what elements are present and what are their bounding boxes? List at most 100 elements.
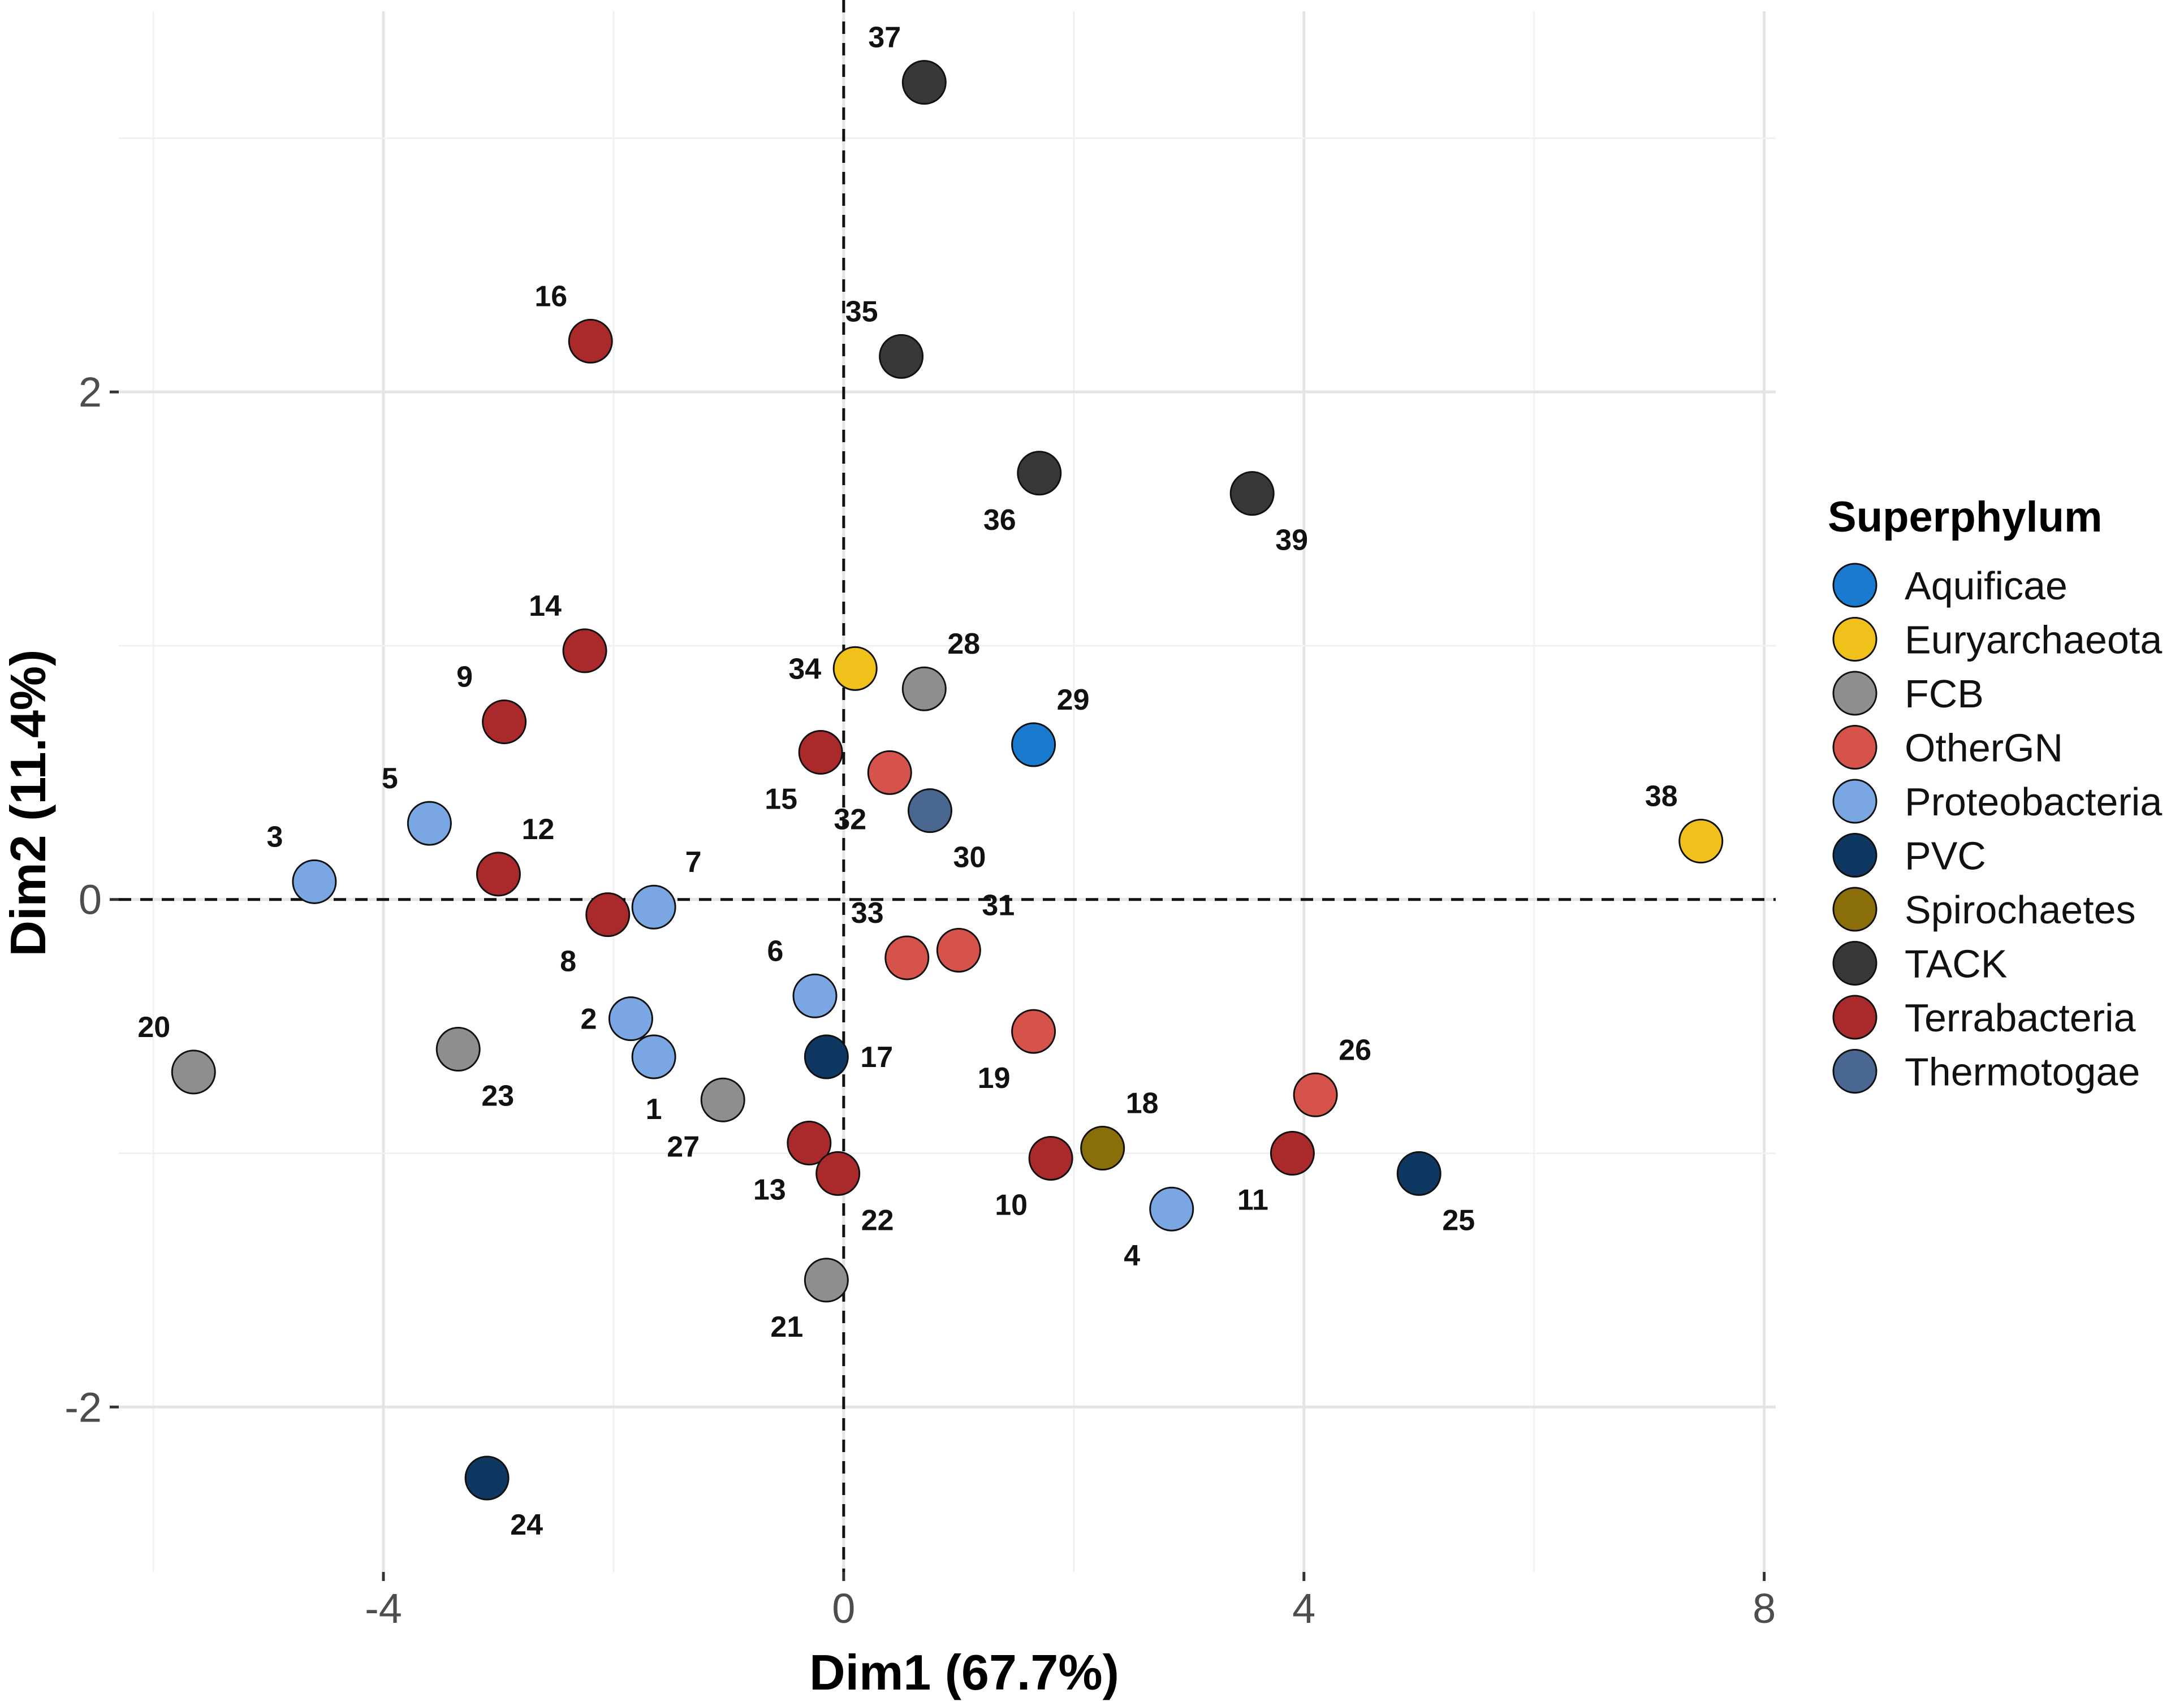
data-point-23 bbox=[435, 1027, 481, 1072]
point-label-15: 15 bbox=[765, 783, 797, 815]
legend-label-fcb: FCB bbox=[1905, 672, 1984, 716]
legend-key-thermotogae bbox=[1832, 1049, 1877, 1094]
point-label-34: 34 bbox=[788, 653, 821, 685]
x-tick-label: -4 bbox=[365, 1585, 402, 1632]
data-point-9 bbox=[482, 699, 527, 745]
point-label-5: 5 bbox=[382, 762, 398, 795]
legend-label-proteobacteria: Proteobacteria bbox=[1905, 780, 2162, 824]
point-label-21: 21 bbox=[770, 1311, 803, 1344]
legend-label-aquificae: Aquificae bbox=[1905, 564, 2068, 608]
y-tick-label: -2 bbox=[64, 1384, 102, 1431]
point-label-4: 4 bbox=[1124, 1239, 1140, 1272]
legend-label-tack: TACK bbox=[1905, 942, 2008, 986]
legend-key-pvc bbox=[1832, 833, 1877, 878]
data-point-39 bbox=[1229, 471, 1275, 516]
point-label-9: 9 bbox=[456, 661, 473, 694]
data-point-34 bbox=[832, 646, 878, 691]
legend-key-euryarchaeota bbox=[1832, 617, 1877, 662]
point-label-27: 27 bbox=[667, 1130, 700, 1163]
data-point-29 bbox=[1011, 722, 1056, 767]
data-point-12 bbox=[476, 852, 521, 897]
x-tick-label: 0 bbox=[832, 1585, 855, 1632]
point-label-17: 17 bbox=[860, 1041, 893, 1074]
data-point-32 bbox=[867, 750, 912, 795]
data-point-1 bbox=[631, 1034, 676, 1079]
point-label-10: 10 bbox=[995, 1189, 1028, 1221]
data-point-7 bbox=[631, 884, 676, 930]
reference-lines bbox=[119, 0, 1776, 1572]
x-axis-title: Dim1 (67.7%) bbox=[809, 1644, 1119, 1700]
legend-key-proteobacteria bbox=[1832, 779, 1877, 824]
data-points bbox=[171, 60, 1724, 1501]
data-point-31 bbox=[936, 927, 981, 973]
y-tick-label: 2 bbox=[79, 369, 102, 416]
point-label-33: 33 bbox=[851, 897, 884, 930]
data-point-30 bbox=[907, 788, 952, 833]
point-label-37: 37 bbox=[868, 21, 901, 54]
data-point-28 bbox=[901, 666, 947, 711]
legend-key-tack bbox=[1832, 941, 1877, 986]
data-point-17 bbox=[804, 1034, 849, 1079]
point-label-18: 18 bbox=[1126, 1087, 1159, 1120]
legend-label-thermotogae: Thermotogae bbox=[1905, 1050, 2140, 1094]
data-point-3 bbox=[292, 859, 337, 904]
data-point-25 bbox=[1396, 1151, 1441, 1196]
point-label-25: 25 bbox=[1442, 1204, 1475, 1237]
y-tick-label: 0 bbox=[79, 876, 102, 923]
data-point-33 bbox=[884, 935, 930, 980]
point-label-28: 28 bbox=[947, 628, 980, 660]
data-point-20 bbox=[171, 1049, 216, 1095]
data-point-38 bbox=[1678, 819, 1724, 864]
data-point-22 bbox=[815, 1151, 861, 1196]
point-label-8: 8 bbox=[560, 945, 576, 978]
data-point-27 bbox=[700, 1077, 745, 1122]
data-point-13 bbox=[787, 1121, 832, 1166]
data-point-21 bbox=[804, 1258, 849, 1303]
point-label-23: 23 bbox=[481, 1080, 514, 1113]
point-label-16: 16 bbox=[534, 280, 567, 313]
point-label-2: 2 bbox=[581, 1003, 597, 1036]
data-point-6 bbox=[792, 973, 838, 1018]
point-label-3: 3 bbox=[266, 820, 283, 853]
y-axis-title: Dim2 (11.4%) bbox=[0, 650, 56, 957]
data-point-37 bbox=[901, 60, 947, 105]
data-point-8 bbox=[585, 892, 631, 938]
point-label-32: 32 bbox=[834, 803, 866, 836]
point-label-19: 19 bbox=[978, 1062, 1011, 1095]
legend-key-aquificae bbox=[1832, 563, 1877, 608]
point-label-13: 13 bbox=[753, 1174, 786, 1207]
legend-title: Superphylum bbox=[1828, 493, 2103, 541]
data-point-10 bbox=[1028, 1135, 1073, 1181]
point-label-20: 20 bbox=[137, 1011, 170, 1044]
point-label-35: 35 bbox=[845, 295, 878, 328]
data-point-14 bbox=[562, 628, 607, 673]
point-label-24: 24 bbox=[510, 1509, 543, 1541]
legend-key-terrabacteria bbox=[1832, 995, 1877, 1040]
point-label-11: 11 bbox=[1237, 1184, 1268, 1217]
point-label-38: 38 bbox=[1645, 780, 1678, 813]
point-label-29: 29 bbox=[1057, 684, 1090, 716]
data-point-18 bbox=[1080, 1126, 1125, 1171]
point-label-7: 7 bbox=[685, 846, 702, 879]
point-label-14: 14 bbox=[529, 590, 562, 623]
legend-key-fcb bbox=[1832, 671, 1877, 716]
data-point-24 bbox=[464, 1455, 510, 1501]
x-tick-label: 4 bbox=[1292, 1585, 1315, 1632]
legend-label-euryarchaeota: Euryarchaeota bbox=[1905, 618, 2162, 662]
point-label-31: 31 bbox=[982, 889, 1015, 922]
data-point-36 bbox=[1017, 451, 1062, 496]
point-label-6: 6 bbox=[767, 935, 784, 967]
legend-key-othergn bbox=[1832, 725, 1877, 770]
data-point-11 bbox=[1270, 1131, 1315, 1176]
data-point-35 bbox=[879, 334, 924, 379]
point-label-12: 12 bbox=[522, 813, 555, 846]
data-point-5 bbox=[407, 801, 452, 846]
axes: Dim1 (67.7%) Dim2 (11.4%) -4 0 4 8 -2 0 2 bbox=[0, 369, 1776, 1700]
legend-label-terrabacteria: Terrabacteria bbox=[1905, 996, 2136, 1040]
point-label-22: 22 bbox=[861, 1204, 894, 1237]
legend: Superphylum Aquificae Euryarchaeota FCB Oth… bbox=[1828, 493, 2162, 1094]
legend-label-spirochaetes: Spirochaetes bbox=[1905, 888, 2136, 932]
data-point-4 bbox=[1149, 1186, 1194, 1232]
